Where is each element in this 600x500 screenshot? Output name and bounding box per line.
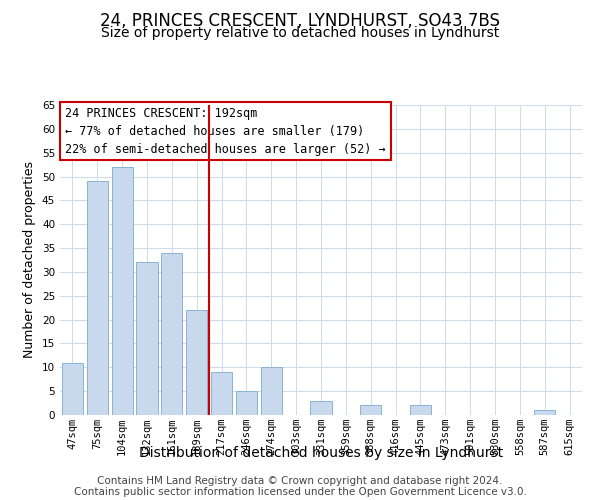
Text: Contains HM Land Registry data © Crown copyright and database right 2024.: Contains HM Land Registry data © Crown c… [97, 476, 503, 486]
Text: Size of property relative to detached houses in Lyndhurst: Size of property relative to detached ho… [101, 26, 499, 40]
Bar [161, 253, 182, 415]
Bar [310, 400, 332, 415]
Bar [186, 310, 207, 415]
Bar [534, 410, 555, 415]
Text: 24 PRINCES CRESCENT: 192sqm
← 77% of detached houses are smaller (179)
22% of se: 24 PRINCES CRESCENT: 192sqm ← 77% of det… [65, 106, 386, 156]
Bar [410, 406, 431, 415]
Text: Contains public sector information licensed under the Open Government Licence v3: Contains public sector information licen… [74, 487, 526, 497]
Bar [236, 391, 257, 415]
Bar [211, 372, 232, 415]
Bar [360, 406, 381, 415]
Text: 24, PRINCES CRESCENT, LYNDHURST, SO43 7BS: 24, PRINCES CRESCENT, LYNDHURST, SO43 7B… [100, 12, 500, 30]
Text: Distribution of detached houses by size in Lyndhurst: Distribution of detached houses by size … [139, 446, 503, 460]
Bar [62, 362, 83, 415]
Bar [112, 167, 133, 415]
Y-axis label: Number of detached properties: Number of detached properties [23, 162, 37, 358]
Bar [261, 368, 282, 415]
Bar [136, 262, 158, 415]
Bar [87, 182, 108, 415]
